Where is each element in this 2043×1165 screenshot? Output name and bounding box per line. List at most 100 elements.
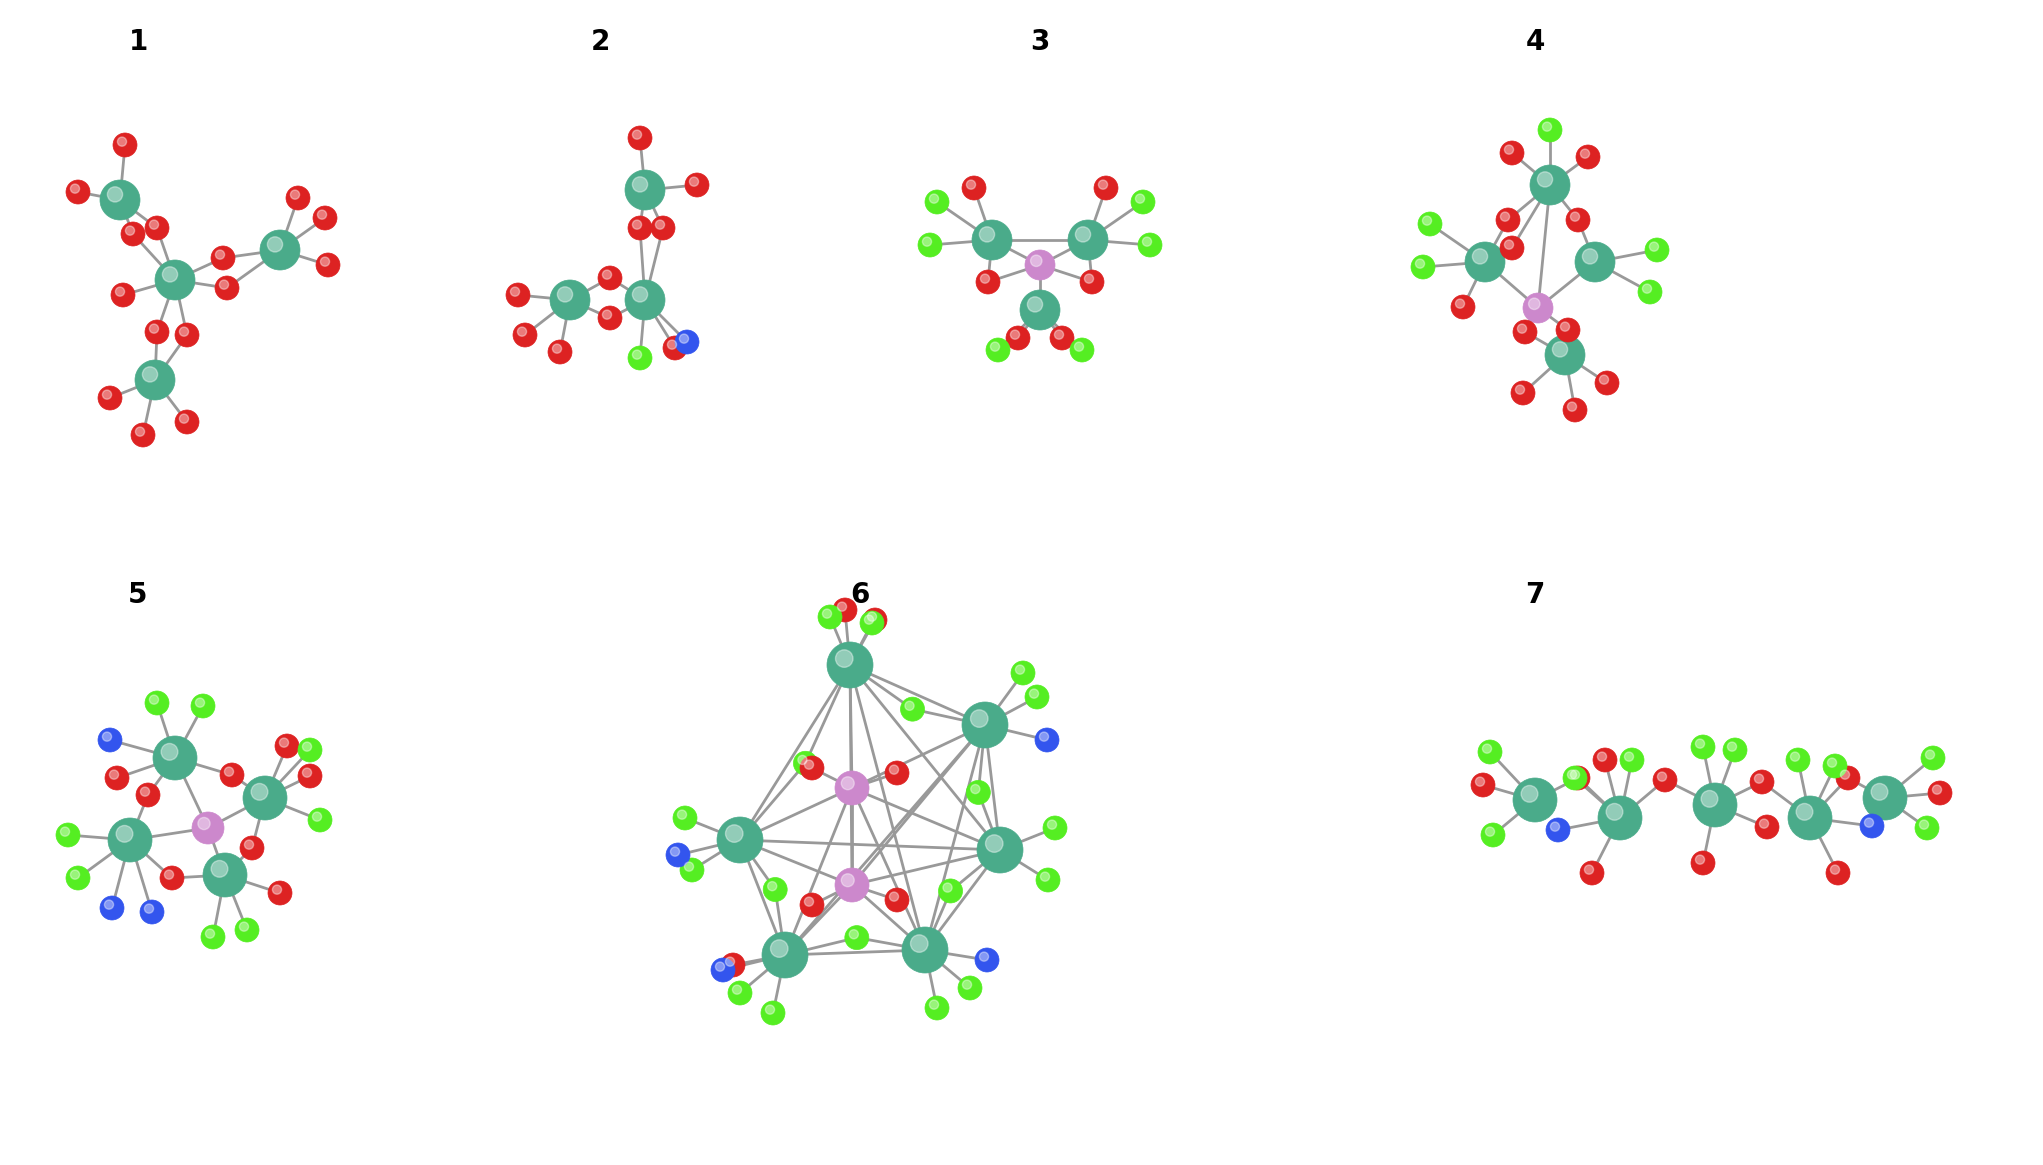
Circle shape: [1011, 661, 1036, 685]
Circle shape: [1702, 791, 1718, 807]
Circle shape: [1933, 785, 1941, 795]
Circle shape: [599, 306, 621, 330]
Circle shape: [302, 742, 313, 751]
Circle shape: [1567, 402, 1577, 411]
Circle shape: [153, 736, 196, 781]
Circle shape: [507, 283, 529, 308]
Circle shape: [680, 857, 705, 882]
Circle shape: [944, 883, 952, 892]
Circle shape: [652, 216, 674, 240]
Circle shape: [102, 732, 112, 741]
Circle shape: [298, 764, 323, 788]
Circle shape: [603, 270, 611, 280]
Circle shape: [98, 728, 123, 751]
Circle shape: [61, 827, 69, 836]
Circle shape: [1516, 386, 1524, 394]
Circle shape: [864, 615, 874, 624]
Circle shape: [116, 826, 133, 842]
Circle shape: [1567, 209, 1589, 232]
Text: 7: 7: [1526, 581, 1545, 609]
Circle shape: [834, 598, 856, 622]
Circle shape: [862, 608, 887, 631]
Circle shape: [725, 825, 744, 842]
Circle shape: [1522, 294, 1553, 323]
Circle shape: [1547, 818, 1569, 842]
Circle shape: [1755, 816, 1779, 839]
Circle shape: [317, 210, 327, 219]
Circle shape: [1473, 249, 1487, 264]
Circle shape: [1863, 776, 1906, 820]
Circle shape: [121, 223, 145, 246]
Circle shape: [1696, 855, 1704, 864]
Circle shape: [1826, 861, 1851, 885]
Circle shape: [1790, 753, 1800, 761]
Circle shape: [108, 818, 151, 862]
Circle shape: [1643, 284, 1651, 294]
Circle shape: [69, 870, 80, 880]
Circle shape: [1837, 767, 1859, 790]
Circle shape: [1694, 783, 1737, 827]
Circle shape: [513, 323, 537, 347]
Circle shape: [977, 270, 999, 294]
Circle shape: [1036, 728, 1058, 751]
Circle shape: [1471, 774, 1495, 797]
Circle shape: [100, 896, 125, 920]
Circle shape: [1563, 767, 1587, 790]
Circle shape: [1054, 330, 1064, 339]
Circle shape: [966, 781, 991, 804]
Circle shape: [141, 901, 163, 924]
Circle shape: [1528, 298, 1540, 310]
Circle shape: [198, 818, 210, 829]
Circle shape: [670, 847, 680, 856]
Circle shape: [302, 768, 313, 777]
Circle shape: [1755, 774, 1763, 783]
Circle shape: [1865, 818, 1873, 827]
Circle shape: [762, 932, 807, 977]
Circle shape: [842, 777, 854, 790]
Circle shape: [104, 901, 114, 909]
Circle shape: [1136, 195, 1144, 203]
Circle shape: [104, 767, 129, 790]
Circle shape: [286, 186, 311, 210]
Circle shape: [766, 1005, 774, 1015]
Circle shape: [1545, 336, 1585, 375]
Circle shape: [235, 918, 259, 942]
Circle shape: [1538, 171, 1553, 188]
Circle shape: [102, 390, 112, 400]
Circle shape: [991, 343, 999, 351]
Circle shape: [1929, 781, 1951, 805]
Circle shape: [842, 874, 854, 887]
Circle shape: [200, 925, 225, 949]
Circle shape: [1451, 295, 1475, 319]
Circle shape: [161, 743, 178, 761]
Circle shape: [768, 882, 776, 891]
Circle shape: [1596, 370, 1618, 395]
Circle shape: [1571, 770, 1579, 779]
Circle shape: [145, 691, 170, 715]
Circle shape: [1831, 866, 1839, 874]
Circle shape: [1495, 209, 1520, 232]
Circle shape: [1796, 804, 1812, 820]
Circle shape: [313, 812, 321, 821]
Circle shape: [1071, 338, 1093, 362]
Circle shape: [1026, 250, 1054, 280]
Circle shape: [885, 761, 909, 785]
Circle shape: [1500, 236, 1524, 260]
Circle shape: [1030, 689, 1038, 698]
Circle shape: [1075, 227, 1091, 242]
Circle shape: [836, 868, 868, 902]
Circle shape: [721, 953, 746, 977]
Circle shape: [1575, 144, 1600, 169]
Circle shape: [889, 892, 899, 902]
Circle shape: [98, 386, 123, 410]
Circle shape: [860, 610, 885, 635]
Circle shape: [149, 696, 159, 704]
Circle shape: [137, 783, 159, 807]
Circle shape: [1594, 748, 1616, 772]
Circle shape: [838, 602, 846, 612]
Circle shape: [905, 701, 913, 711]
Circle shape: [1786, 748, 1810, 772]
Circle shape: [684, 862, 693, 871]
Circle shape: [161, 267, 178, 282]
Circle shape: [550, 280, 590, 320]
